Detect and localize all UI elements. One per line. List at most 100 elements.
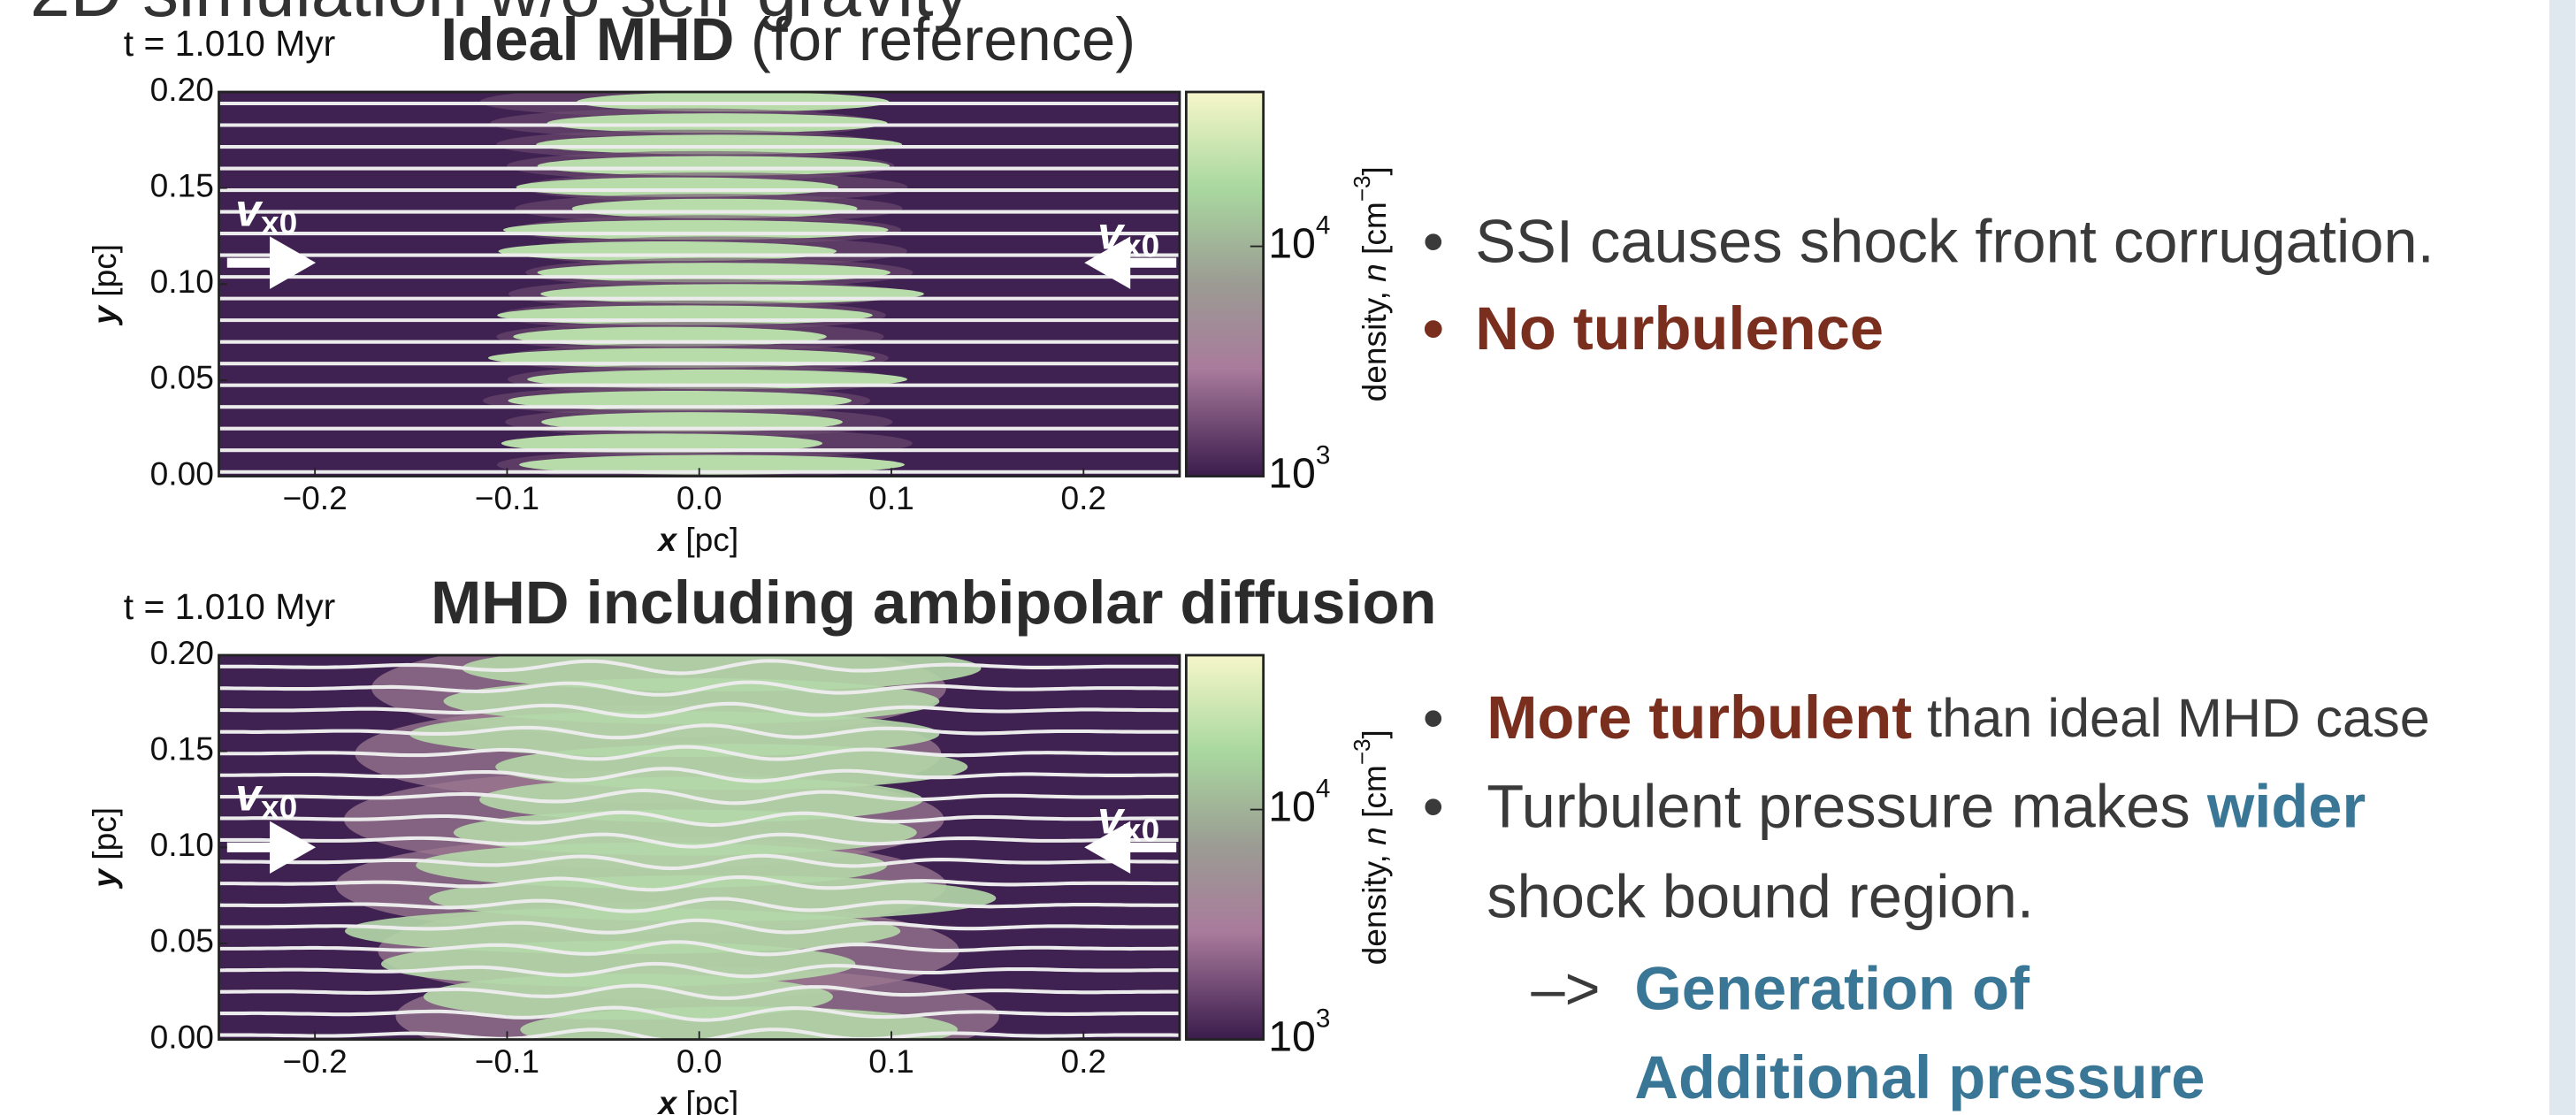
conclusion: Generation of [1634,955,2030,1023]
text: density, [1356,845,1393,966]
variable: y [86,304,123,326]
field-line [218,810,1180,828]
notes-2: • More turbulent than ideal MHD case • T… [1423,684,2430,1111]
bullet-marker: • [1423,773,1444,841]
panel-title: MHD including ambipolar diffusion [431,569,1436,637]
field-line [218,832,1180,849]
x-tick-label: 0.0 [676,479,722,516]
base: 10 [1268,219,1316,267]
x-tick-label: −0.2 [282,1042,347,1080]
field-line [218,1005,1180,1022]
bullet-marker: • [1423,684,1444,752]
field-line [218,897,1180,913]
slide-title: 2D simulation w/o self-gravity [30,0,970,32]
arrow-text: –> [1531,955,1600,1023]
velocity-arrow [1084,821,1177,874]
dense-gas [547,113,888,134]
variable: x [656,1084,677,1115]
field-line [218,701,1180,719]
symbol: v [235,769,264,821]
exponent: 3 [1316,1004,1331,1033]
unit: [cm [1356,202,1393,263]
dense-gas [536,134,903,155]
y-tick-label: 0.05 [150,359,214,396]
close: ] [1356,729,1393,738]
y-axis-label: y [pc] [86,244,123,326]
velocity-label: vx0 [1097,208,1159,263]
x-tick-label: 0.1 [868,1042,914,1080]
field-line [218,723,1180,740]
colorbar [1184,90,1265,477]
velocity-arrow [226,236,317,289]
velocity-label: vx0 [235,769,297,825]
text: density, [1356,282,1393,402]
field-line [218,680,1180,697]
field-line [218,983,1180,1001]
x-tick-label: 0.2 [1060,479,1106,516]
y-tick-label: 0.15 [150,729,214,767]
title-note: (for reference) [751,5,1135,73]
base: 10 [1268,783,1316,830]
bullet-marker: • [1423,208,1444,276]
symbol: v [1097,792,1126,844]
velocity-label: vx0 [235,185,297,241]
bullet-text: More turbulent than ideal MHD case [1487,684,2430,752]
x-axis-label: x [pc] [656,1084,738,1115]
variable: x [656,521,677,558]
y-tick-label: 0.15 [150,166,214,203]
notes-1: • SSI causes shock front corrugation. • … [1423,208,2435,363]
subscript: x0 [1123,811,1159,848]
y-tick-label: 0.00 [150,454,214,492]
bullet-text: No turbulence [1475,294,1884,363]
exponent: −3 [1349,738,1375,765]
variable: y [86,867,123,890]
bullet-text: shock bound region. [1487,863,2034,931]
y-axis-label: y [pc] [86,807,123,890]
x-axis-label: x [pc] [656,521,738,558]
unit: [pc] [86,244,123,306]
unit: [pc] [86,807,123,869]
panel: t = 1.010 Myr Ideal MHD (for reference)vx0… [86,5,1393,557]
dense-gas [519,454,905,475]
x-tick-label: 0.1 [868,479,914,516]
subscript: x0 [1123,226,1159,263]
field-line [218,961,1180,979]
y-tick-label: 0.05 [150,922,214,959]
colorbar-tick-label: 104 [1268,774,1330,830]
colorbar [1184,653,1265,1041]
text: than ideal MHD case [1912,688,2430,748]
field-line [218,745,1180,761]
bullet-marker: • [1423,294,1444,363]
colorbar-tick-label: 103 [1268,1004,1330,1060]
bullet-text: SSI causes shock front corrugation. [1475,208,2435,276]
unit: [pc] [676,521,738,558]
field-line [218,853,1180,871]
variable: n [1356,263,1393,282]
colorbar-tick-label: 103 [1268,440,1330,497]
title: MHD including ambipolar diffusion [431,569,1436,637]
unit: [pc] [676,1084,738,1115]
y-tick-label: 0.00 [150,1018,214,1055]
subscript: x0 [261,203,297,241]
field-line [218,788,1180,806]
exponent: −3 [1349,175,1375,202]
density-map [218,92,1180,477]
x-tick-label: −0.1 [475,1042,539,1080]
field-line [218,875,1180,892]
field-line [218,918,1180,935]
symbol: v [1097,208,1126,259]
x-tick-label: 0.0 [676,1042,722,1080]
x-tick-label: −0.1 [475,479,539,516]
base: 10 [1268,1012,1316,1060]
x-tick-label: 0.2 [1060,1042,1106,1080]
panel: t = 1.010 Myr MHD including ambipolar dif… [86,569,1436,1115]
velocity-label: vx0 [1097,792,1159,848]
colorbar-tick-label: 104 [1268,210,1330,267]
close: ] [1356,166,1393,175]
dense-gas [501,433,823,454]
colorbar-label: density, n [cm−3] [1349,729,1393,965]
y-tick-label: 0.20 [150,71,214,108]
time-label: t = 1.010 Myr [124,586,336,627]
velocity-arrow [1084,236,1177,289]
